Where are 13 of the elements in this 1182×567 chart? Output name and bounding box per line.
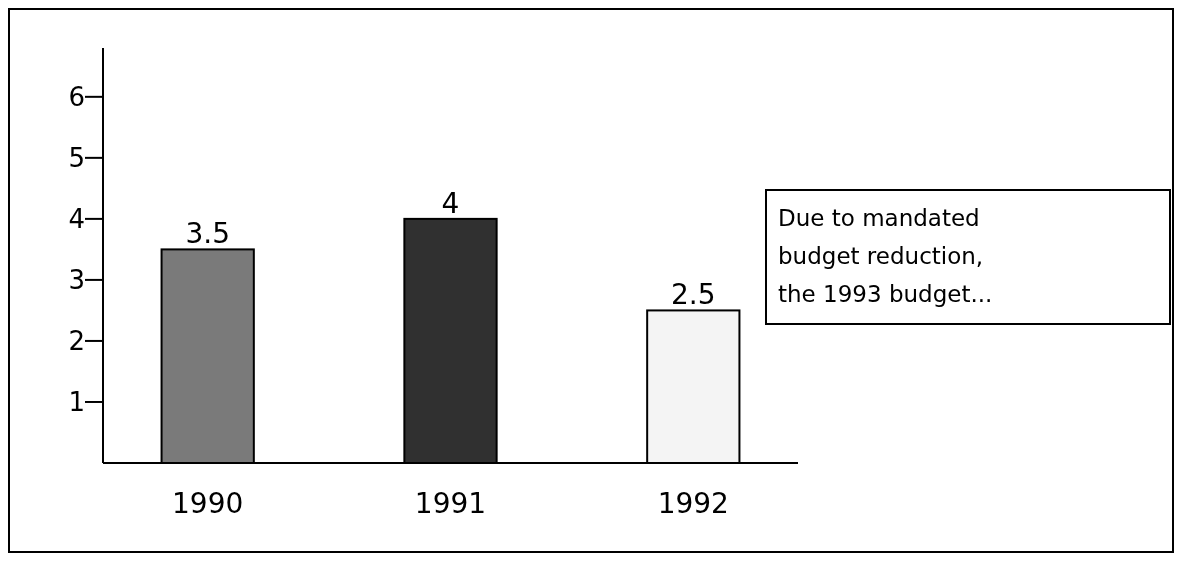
y-tick-label: 6 (68, 81, 85, 112)
x-tick-label: 1992 (657, 487, 729, 520)
x-tick-label: 1991 (414, 487, 487, 520)
data-label: 4 (441, 186, 460, 220)
y-tick-label: 3 (68, 265, 85, 296)
data-label: 2.5 (671, 278, 716, 312)
y-tick-label: 5 (68, 142, 85, 173)
y-tick-label: 1 (68, 387, 85, 418)
annotation: Due to mandated budget reduction, the 1993 budget... (778, 205, 993, 307)
data-label: 3.5 (185, 217, 230, 251)
y-tick-label: 2 (68, 326, 85, 357)
x-tick-label: 1990 (172, 487, 244, 520)
y-tick-label: 4 (68, 203, 85, 234)
